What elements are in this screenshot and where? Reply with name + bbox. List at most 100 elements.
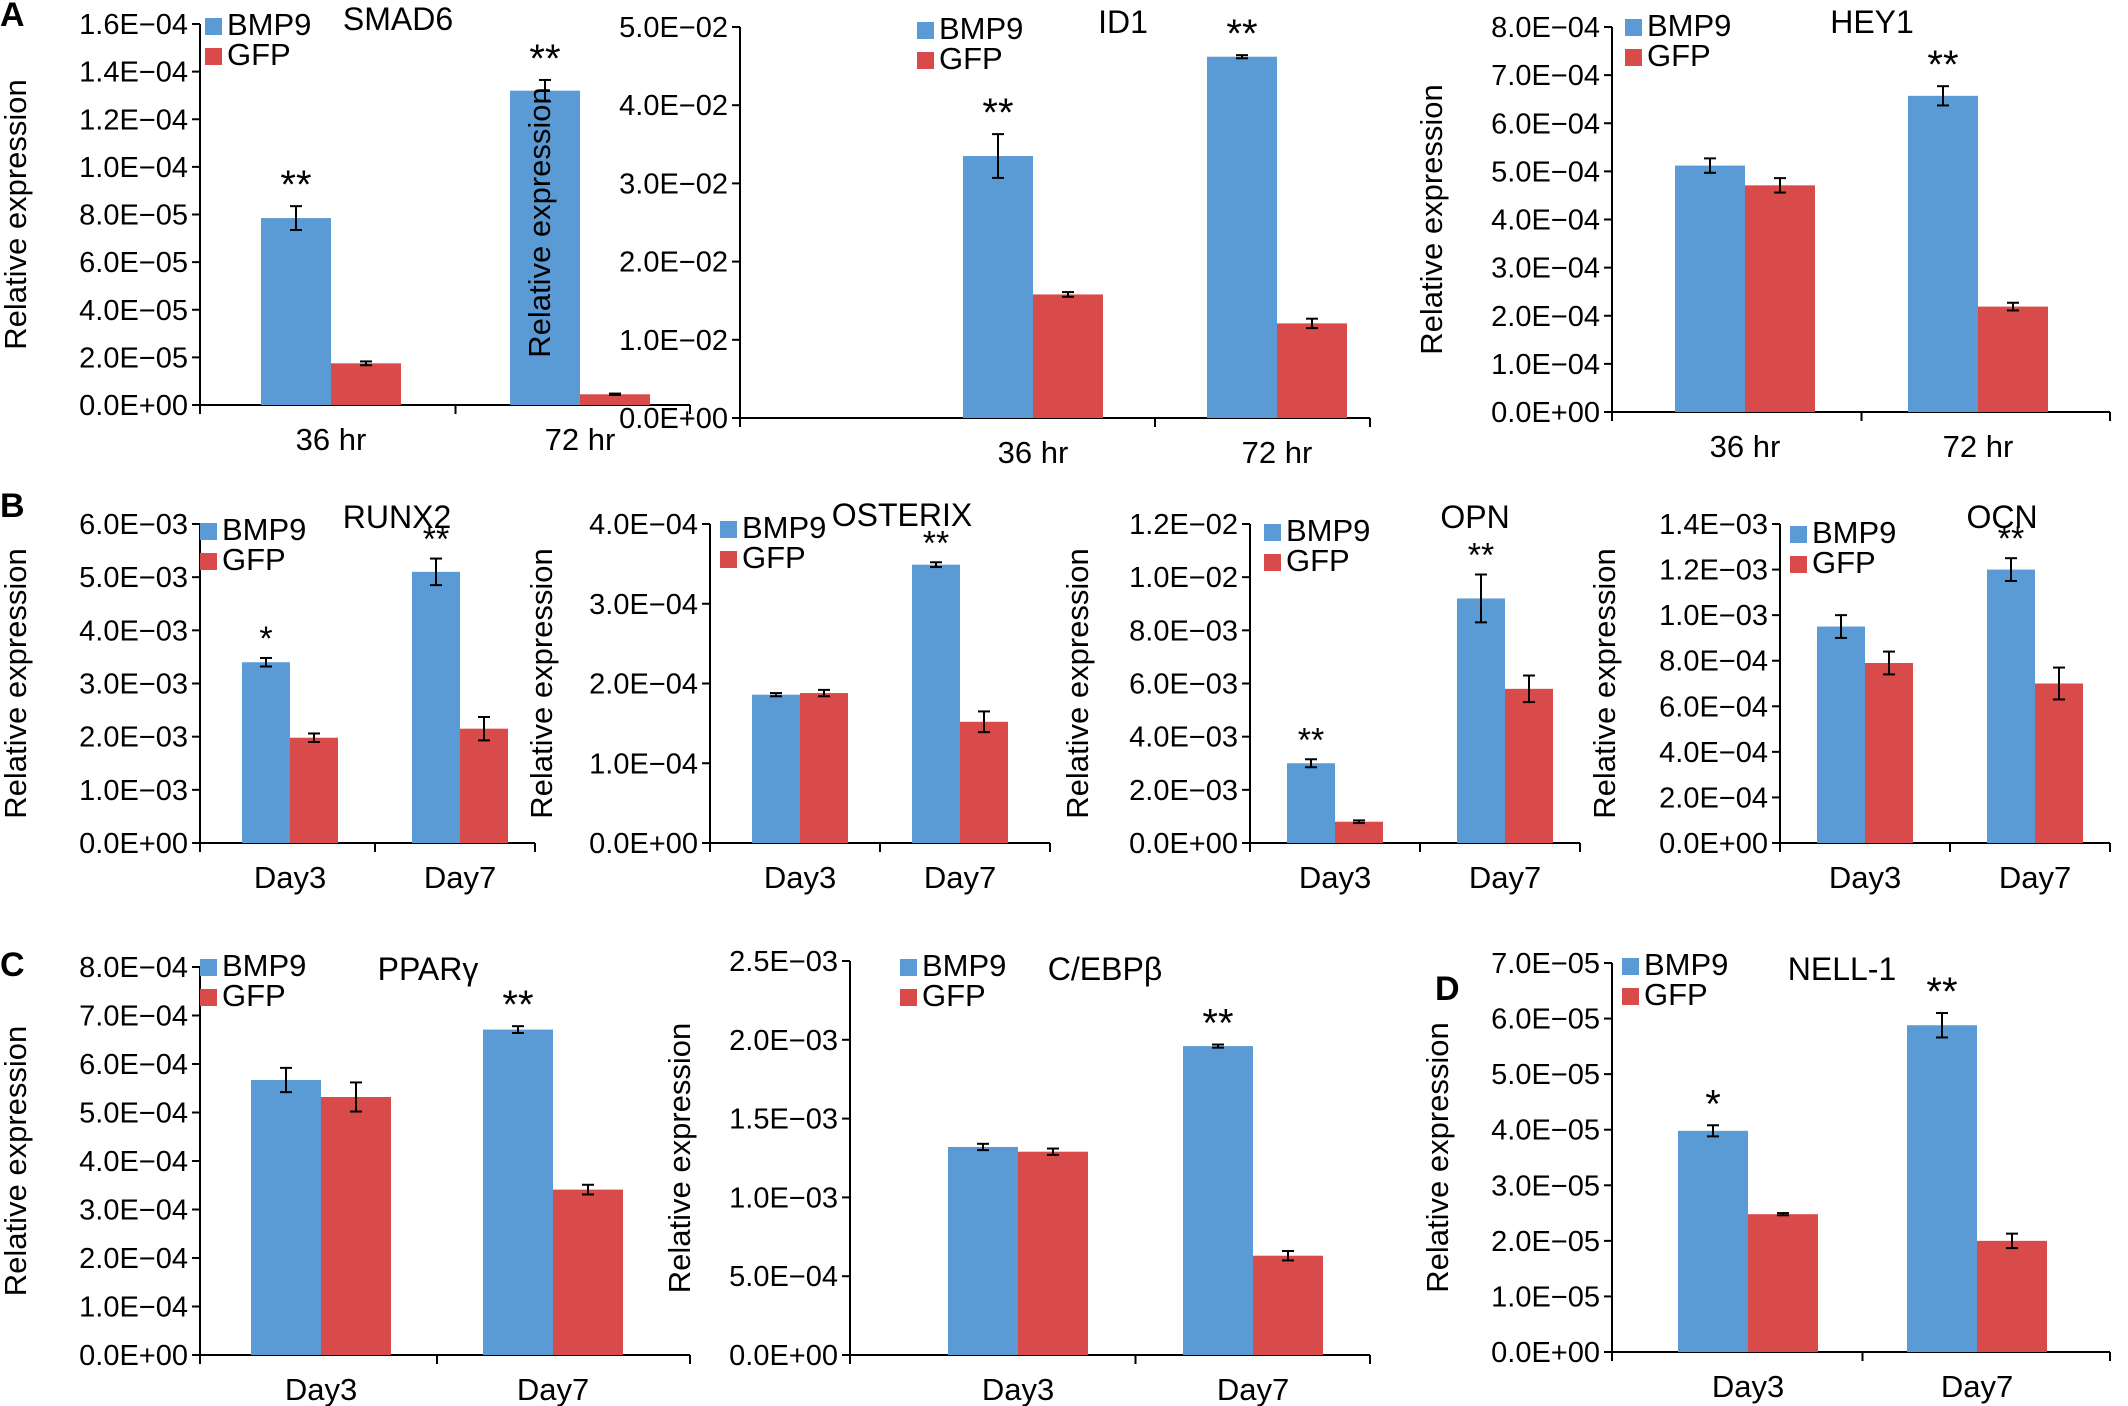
bar-gfp — [800, 693, 848, 843]
x-tick-label: Day3 — [1712, 1369, 1784, 1404]
y-tick-label: 2.0E−04 — [1659, 782, 1768, 814]
y-axis-label: Relative expression — [1060, 548, 1095, 819]
x-tick-label: Day7 — [517, 1372, 589, 1406]
y-tick-label: 4.0E−05 — [1491, 1115, 1600, 1147]
y-tick-label: 2.0E−03 — [1129, 775, 1238, 807]
y-tick-label: 1.0E−03 — [1659, 600, 1768, 632]
y-tick-label: 6.0E−05 — [79, 247, 188, 279]
legend-label-bmp9: BMP9 — [222, 512, 306, 547]
y-tick-label: 8.0E−04 — [79, 952, 188, 984]
y-tick-label: 1.0E−05 — [1491, 1281, 1600, 1313]
y-tick-label: 8.0E−03 — [1129, 615, 1238, 647]
legend-label-gfp: GFP — [227, 37, 291, 72]
y-tick-label: 5.0E−05 — [1491, 1059, 1600, 1091]
y-tick-label: 0.0E+00 — [1491, 397, 1600, 429]
legend-swatch-bmp9 — [900, 959, 917, 976]
y-tick-label: 7.0E−04 — [1491, 60, 1600, 92]
legend-swatch-bmp9 — [1790, 526, 1807, 543]
bar-bmp9 — [1287, 763, 1335, 843]
y-tick-label: 1.2E−04 — [79, 104, 188, 136]
legend-swatch-bmp9 — [200, 523, 217, 540]
x-tick-label: Day3 — [1829, 860, 1901, 895]
bar-bmp9 — [1675, 165, 1745, 412]
y-tick-label: 5.0E−03 — [79, 562, 188, 594]
chart-title: OSTERIX — [832, 497, 972, 533]
x-tick-label: Day3 — [285, 1372, 357, 1406]
y-tick-label: 6.0E−04 — [1491, 108, 1600, 140]
bar-bmp9 — [1207, 56, 1277, 418]
y-tick-label: 3.0E−04 — [589, 589, 698, 621]
bar-bmp9 — [948, 1146, 1018, 1355]
legend-swatch-bmp9 — [205, 18, 222, 35]
y-tick-label: 4.0E−04 — [1659, 737, 1768, 769]
chart-nell-1: 0.0E+00 1.0E−05 2.0E−05 3.0E−05 4.0E−05 5.0E−… — [1420, 947, 2111, 1404]
chart-title: SMAD6 — [343, 1, 453, 37]
y-tick-label: 2.0E−04 — [1491, 301, 1600, 333]
y-axis-label: Relative expression — [524, 548, 559, 819]
y-tick-label: 0.0E+00 — [1491, 1337, 1600, 1369]
y-axis-label: Relative expression — [0, 548, 33, 819]
bar-bmp9 — [1457, 598, 1505, 843]
chart-c-ebp: 0.0E+00 5.0E−04 1.0E−03 1.5E−03 2.0E−03 2.5E−… — [662, 946, 1371, 1406]
chart-id1: 0.0E+00 1.0E−02 2.0E−02 3.0E−02 4.0E−02 5.0E−… — [522, 4, 1371, 470]
y-tick-label: 1.0E−04 — [589, 748, 698, 780]
x-tick-label: Day7 — [1469, 860, 1541, 895]
x-tick-label: Day3 — [1299, 860, 1371, 895]
y-tick-label: 0.0E+00 — [79, 390, 188, 422]
legend-swatch-gfp — [900, 989, 917, 1006]
x-tick-label: Day7 — [1941, 1369, 2013, 1404]
y-tick-label: 6.0E−04 — [1659, 691, 1768, 723]
legend-swatch-gfp — [205, 48, 222, 65]
y-tick-label: 8.0E−04 — [1659, 646, 1768, 678]
chart-hey1: 0.0E+00 1.0E−04 2.0E−04 3.0E−04 4.0E−04 5.0E−… — [1414, 4, 2111, 464]
legend-swatch-bmp9 — [1625, 19, 1642, 36]
legend-label-gfp: GFP — [939, 41, 1003, 76]
significance-marker: ** — [1226, 12, 1257, 56]
legend-swatch-bmp9 — [200, 959, 217, 976]
bar-bmp9 — [1908, 95, 1978, 412]
significance-marker: ** — [1468, 537, 1494, 575]
y-tick-label: 5.0E−04 — [1491, 156, 1600, 188]
bar-gfp — [1033, 294, 1103, 418]
y-tick-label: 6.0E−03 — [79, 509, 188, 541]
bar-gfp — [1978, 306, 2048, 412]
bar-gfp — [1745, 185, 1815, 412]
y-tick-label: 2.0E−03 — [79, 722, 188, 754]
bar-gfp — [1335, 821, 1383, 843]
x-tick-label: Day7 — [924, 860, 996, 895]
bar-bmp9 — [242, 662, 290, 843]
legend-label-gfp: GFP — [1812, 545, 1876, 580]
y-tick-label: 3.0E−05 — [1491, 1170, 1600, 1202]
y-tick-label: 5.0E−04 — [729, 1261, 838, 1293]
significance-marker: ** — [423, 521, 449, 559]
y-tick-label: 1.0E−04 — [79, 152, 188, 184]
x-tick-label: Day7 — [1217, 1372, 1289, 1406]
chart-runx2: 0.0E+00 1.0E−03 2.0E−03 3.0E−03 4.0E−03 5.0E−… — [0, 499, 536, 895]
y-tick-label: 2.0E−04 — [79, 1243, 188, 1275]
y-tick-label: 6.0E−05 — [1491, 1004, 1600, 1036]
y-tick-label: 0.0E+00 — [1659, 828, 1768, 860]
x-tick-label: 36 hr — [296, 422, 367, 457]
y-tick-label: 3.0E−04 — [79, 1195, 188, 1227]
legend-swatch-gfp — [1622, 988, 1639, 1005]
bar-gfp — [460, 728, 508, 843]
y-tick-label: 1.0E−03 — [729, 1182, 838, 1214]
legend-label-gfp: GFP — [222, 978, 286, 1013]
y-tick-label: 0.0E+00 — [729, 1340, 838, 1372]
x-tick-label: Day3 — [764, 860, 836, 895]
x-tick-label: Day3 — [254, 860, 326, 895]
x-tick-label: 72 hr — [1242, 435, 1313, 470]
chart-ocn: 0.0E+00 2.0E−04 4.0E−04 6.0E−04 8.0E−04 1.0E−… — [1587, 499, 2111, 895]
legend-label-bmp9: BMP9 — [742, 510, 826, 545]
legend-swatch-bmp9 — [1622, 958, 1639, 975]
legend-label-bmp9: BMP9 — [922, 948, 1006, 983]
bar-bmp9 — [963, 156, 1033, 418]
panel-letter-a: A — [0, 0, 25, 34]
significance-marker: ** — [923, 524, 949, 562]
y-axis-label: Relative expression — [1420, 1022, 1455, 1293]
y-tick-label: 4.0E−04 — [1491, 205, 1600, 237]
y-tick-label: 7.0E−04 — [79, 1001, 188, 1033]
legend-label-bmp9: BMP9 — [1644, 947, 1728, 982]
